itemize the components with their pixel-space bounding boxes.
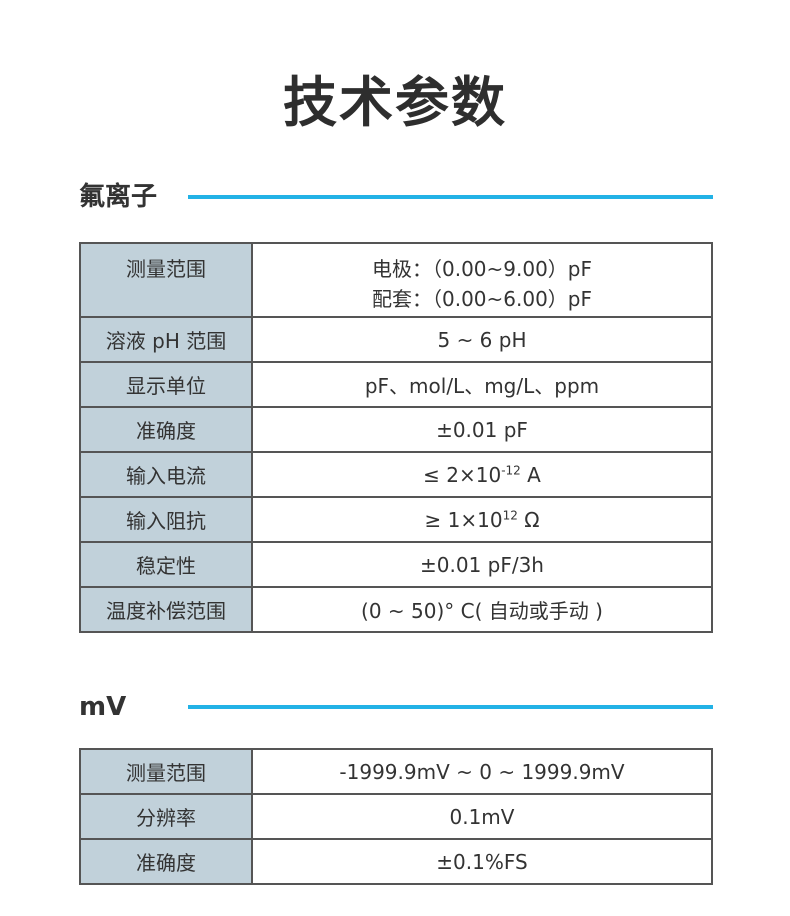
section-header-mv: mV — [79, 687, 713, 727]
section-title: 氟离子 — [79, 182, 158, 212]
table-row: 溶液 pH 范围 5 ~ 6 pH — [79, 316, 713, 363]
row-label: 分辨率 — [79, 793, 253, 840]
mv-spec-table: 测量范围 -1999.9mV ~ 0 ~ 1999.9mV 分辨率 0.1mV 准确… — [79, 748, 713, 885]
row-label: 准确度 — [79, 406, 253, 453]
row-value: ≤ 2×10-12 A — [251, 451, 713, 498]
row-label: 稳定性 — [79, 541, 253, 588]
row-value: -1999.9mV ~ 0 ~ 1999.9mV — [251, 748, 713, 795]
row-label: 测量范围 — [79, 242, 253, 318]
value-line: 配套：（0.00~6.00）pF — [371, 287, 593, 311]
fluoride-spec-table: 测量范围 电极：（0.00~9.00）pF 配套：（0.00~6.00）pF 溶… — [79, 242, 713, 633]
value-unit: A — [520, 462, 541, 487]
row-label: 溶液 pH 范围 — [79, 316, 253, 363]
row-label: 输入阻抗 — [79, 496, 253, 543]
value-unit: Ω — [517, 507, 540, 532]
row-value: ±0.1%FS — [251, 838, 713, 885]
table-row: 测量范围 -1999.9mV ~ 0 ~ 1999.9mV — [79, 748, 713, 795]
value-base: ≤ 2×10 — [423, 462, 502, 487]
page-title: 技术参数 — [283, 71, 507, 134]
table-row: 测量范围 电极：（0.00~9.00）pF 配套：（0.00~6.00）pF — [79, 242, 713, 318]
table-row: 准确度 ±0.01 pF — [79, 406, 713, 453]
section-header-fluoride: 氟离子 — [79, 177, 713, 217]
row-value: (0 ~ 50)° C( 自动或手动 ) — [251, 586, 713, 633]
table-row: 输入阻抗 ≥ 1×1012 Ω — [79, 496, 713, 543]
table-row: 分辨率 0.1mV — [79, 793, 713, 840]
section-title: mV — [79, 692, 127, 722]
row-label: 输入电流 — [79, 451, 253, 498]
value-line: 电极：（0.00~9.00）pF — [371, 257, 593, 281]
row-value: ±0.01 pF — [251, 406, 713, 453]
table-row: 稳定性 ±0.01 pF/3h — [79, 541, 713, 588]
table-row: 输入电流 ≤ 2×10-12 A — [79, 451, 713, 498]
value-exponent: 12 — [502, 507, 518, 522]
table-row: 温度补偿范围 (0 ~ 50)° C( 自动或手动 ) — [79, 586, 713, 633]
row-value: ±0.01 pF/3h — [251, 541, 713, 588]
row-value: pF、mol/L、mg/L、ppm — [251, 361, 713, 408]
row-value: 5 ~ 6 pH — [251, 316, 713, 363]
row-value: 电极：（0.00~9.00）pF 配套：（0.00~6.00）pF — [251, 242, 713, 318]
table-row: 显示单位 pF、mol/L、mg/L、ppm — [79, 361, 713, 408]
row-label: 测量范围 — [79, 748, 253, 795]
row-value: 0.1mV — [251, 793, 713, 840]
value-exponent: -12 — [501, 462, 521, 477]
section-divider — [188, 195, 713, 199]
row-value: ≥ 1×1012 Ω — [251, 496, 713, 543]
table-row: 准确度 ±0.1%FS — [79, 838, 713, 885]
section-divider — [188, 705, 713, 709]
row-label: 准确度 — [79, 838, 253, 885]
row-label: 显示单位 — [79, 361, 253, 408]
row-label: 温度补偿范围 — [79, 586, 253, 633]
value-base: ≥ 1×10 — [424, 507, 503, 532]
